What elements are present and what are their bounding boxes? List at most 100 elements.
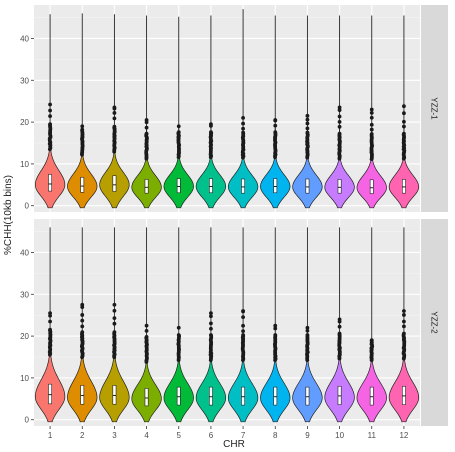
- outliers: [80, 124, 85, 157]
- facet-strip: [421, 5, 448, 212]
- box: [144, 388, 149, 407]
- outlier-point: [337, 317, 342, 322]
- violin-YZZ-1-chr-9: [292, 15, 323, 209]
- x-tick-label: 7: [241, 431, 246, 440]
- violin-body: [324, 128, 355, 209]
- outlier-point: [241, 329, 245, 333]
- outlier-point: [209, 321, 213, 326]
- outlier-point: [337, 331, 342, 336]
- outlier-point: [305, 126, 310, 131]
- box: [273, 178, 278, 194]
- x-tick-label: 11: [368, 431, 377, 440]
- violin-YZZ-2-chr-2: [67, 227, 98, 423]
- y-tick-label: 20: [20, 118, 29, 127]
- box: [241, 178, 245, 194]
- outlier-point: [144, 125, 149, 130]
- outlier-point: [305, 130, 310, 135]
- outlier-point: [402, 319, 406, 324]
- outlier-point: [144, 335, 149, 339]
- x-tick-label: 2: [80, 431, 85, 440]
- outlier-point: [402, 119, 406, 124]
- outlier-point: [402, 104, 406, 109]
- outlier-point: [176, 325, 181, 330]
- outliers: [79, 302, 85, 360]
- outlier-point: [48, 327, 52, 332]
- outliers: [208, 311, 214, 363]
- outlier-point: [273, 333, 278, 337]
- outliers: [305, 113, 310, 160]
- outlier-point: [273, 323, 278, 328]
- x-axis-title: CHR: [223, 439, 245, 450]
- outlier-point: [48, 114, 52, 119]
- violin-YZZ-2-chr-1: [34, 227, 66, 423]
- outlier-point: [112, 105, 117, 110]
- outlier-point: [209, 326, 213, 331]
- outlier-point: [402, 309, 406, 313]
- violin-YZZ-2-chr-10: [324, 227, 355, 423]
- violin-body: [195, 127, 227, 209]
- box: [273, 386, 278, 406]
- outlier-point: [112, 330, 117, 335]
- outlier-point: [369, 338, 374, 343]
- y-tick-label: 30: [20, 76, 29, 85]
- box: [305, 178, 310, 194]
- outliers: [240, 116, 246, 160]
- outlier-point: [273, 326, 278, 331]
- outlier-point: [144, 328, 149, 333]
- x-tick-label: 4: [144, 431, 149, 440]
- violin-YZZ-1-chr-11: [356, 15, 387, 209]
- outliers: [401, 104, 407, 161]
- outlier-point: [209, 122, 213, 127]
- box: [176, 178, 181, 194]
- outlier-point: [209, 311, 213, 315]
- outlier-point: [241, 126, 245, 131]
- outliers: [369, 338, 375, 363]
- box: [80, 176, 85, 193]
- violin-YZZ-2-chr-8: [260, 227, 291, 423]
- violin-YZZ-2-chr-11: [356, 227, 387, 423]
- y-tick-label: 20: [20, 332, 29, 341]
- violin-YZZ-1-chr-2: [67, 13, 98, 209]
- outliers: [144, 118, 149, 161]
- outlier-point: [337, 120, 342, 124]
- outliers: [369, 107, 375, 162]
- outlier-point: [305, 333, 310, 337]
- outliers: [112, 105, 117, 154]
- outlier-point: [144, 118, 149, 122]
- outlier-point: [337, 124, 342, 129]
- x-tick-label: 1: [48, 431, 53, 440]
- violin-YZZ-1-chr-10: [324, 15, 355, 209]
- violin-body: [260, 127, 291, 209]
- box: [305, 386, 310, 406]
- violin-YZZ-2-chr-3: [99, 227, 130, 423]
- panel-background: [34, 219, 420, 426]
- outlier-point: [209, 333, 213, 337]
- violin-YZZ-1-chr-8: [260, 15, 291, 209]
- facet-strip: [421, 219, 448, 426]
- facet-strip-label: YZZ-2: [430, 311, 439, 334]
- outlier-point: [48, 319, 52, 324]
- y-tick-label: 10: [20, 374, 29, 383]
- outlier-point: [48, 102, 52, 107]
- box: [209, 386, 213, 406]
- outlier-point: [369, 127, 374, 132]
- y-tick-label: 40: [20, 34, 29, 43]
- outlier-point: [337, 131, 342, 136]
- violin-YZZ-2-chr-7: [227, 227, 259, 423]
- y-tick-label: 30: [20, 290, 29, 299]
- outliers: [240, 309, 246, 363]
- box: [402, 179, 406, 194]
- box: [369, 386, 374, 406]
- outlier-point: [112, 116, 117, 121]
- violin-YZZ-2-chr-12: [388, 227, 420, 423]
- x-tick-label: 3: [112, 431, 117, 440]
- outlier-point: [112, 302, 117, 307]
- y-tick-label: 0: [25, 202, 30, 211]
- outlier-point: [402, 331, 406, 336]
- outlier-point: [112, 124, 117, 129]
- outlier-point: [80, 318, 85, 323]
- outlier-point: [337, 105, 342, 110]
- x-tick-label: 8: [273, 431, 278, 440]
- outlier-point: [369, 122, 374, 127]
